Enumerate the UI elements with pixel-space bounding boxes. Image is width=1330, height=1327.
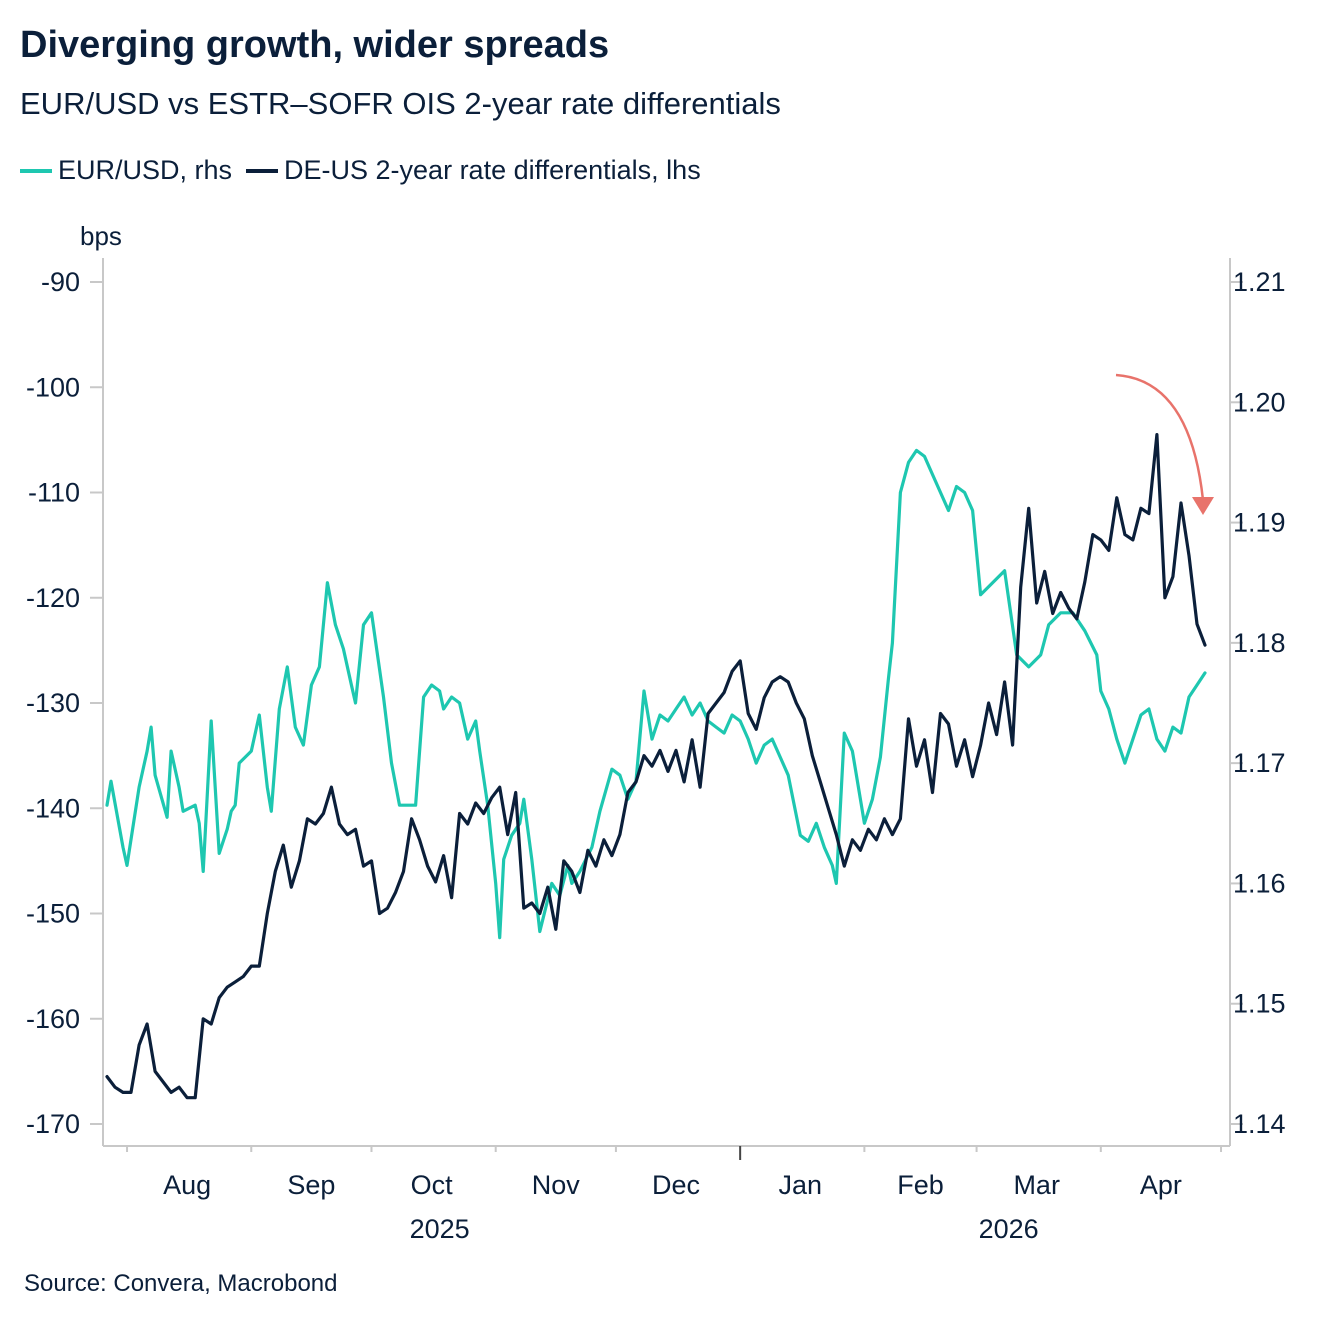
right-tick-label: 1.21 [1233,267,1286,297]
right-tick-label: 1.20 [1233,387,1286,417]
right-tick-label: 1.19 [1233,508,1286,538]
right-tick-label: 1.15 [1233,989,1286,1019]
right-tick-label: 1.14 [1233,1109,1286,1139]
left-tick-label: -100 [26,372,80,402]
legend-item-eurusd: EUR/USD, rhs [20,155,232,186]
left-tick-label: -90 [41,267,80,297]
right-tick-label: 1.16 [1233,868,1286,898]
left-tick-label: -150 [26,899,80,929]
x-month-label: Jan [778,1170,822,1200]
source-note: Source: Convera, Macrobond [24,1270,338,1297]
left-tick-label: -110 [28,478,80,508]
legend-label-diff: DE-US 2-year rate differentials, lhs [284,155,701,185]
left-tick-label: -120 [26,583,80,613]
eurusd-series-line [105,448,1207,940]
axes [102,258,1231,1147]
x-month-label: Apr [1140,1170,1182,1200]
legend-label-eurusd: EUR/USD, rhs [58,155,233,185]
series-layer [105,433,1207,1100]
x-month-label: Aug [163,1170,211,1200]
legend-item-diff: DE-US 2-year rate differentials, lhs [246,155,701,186]
chart-title: Diverging growth, wider spreads [20,24,610,66]
legend-swatch-diff [246,168,279,173]
x-month-label: Feb [897,1170,944,1200]
chart-subtitle: EUR/USD vs ESTR–SOFR OIS 2-year rate dif… [20,86,781,121]
x-axis: Aug Sep Oct Nov Dec Jan Feb Mar Apr 2025 2026 [126,1146,1223,1244]
rate-differential-series-line [105,433,1207,1100]
right-axis: 1.21 1.20 1.19 1.18 1.17 1.16 1.15 1.14 [1230,267,1286,1139]
decline-arrow-curve [1115,373,1205,501]
x-month-label: Oct [411,1170,454,1200]
decline-arrow-head [1192,497,1214,515]
x-year-label: 2025 [410,1214,470,1244]
left-tick-label: -160 [26,1004,80,1034]
left-tick-label: -130 [26,688,80,718]
left-axis-unit-label: bps [80,221,122,251]
right-tick-label: 1.18 [1233,628,1286,658]
left-axis: -90 -100 -110 -120 -130 -140 -150 -160 -170 [26,267,103,1139]
x-month-label: Nov [532,1170,581,1200]
x-month-label: Dec [652,1170,700,1200]
right-tick-label: 1.17 [1233,748,1286,778]
chart-area: bps -90-100-110-120-130-140-150-160-170 … [26,221,1286,1244]
x-month-label: Mar [1013,1170,1060,1200]
x-month-label: Sep [287,1170,335,1200]
legend: EUR/USD, rhs DE-US 2-year rate different… [20,155,715,186]
x-year-label: 2026 [979,1214,1039,1244]
left-tick-label: -170 [26,1109,80,1139]
left-tick-label: -140 [26,793,80,823]
legend-swatch-eurusd [20,168,52,173]
